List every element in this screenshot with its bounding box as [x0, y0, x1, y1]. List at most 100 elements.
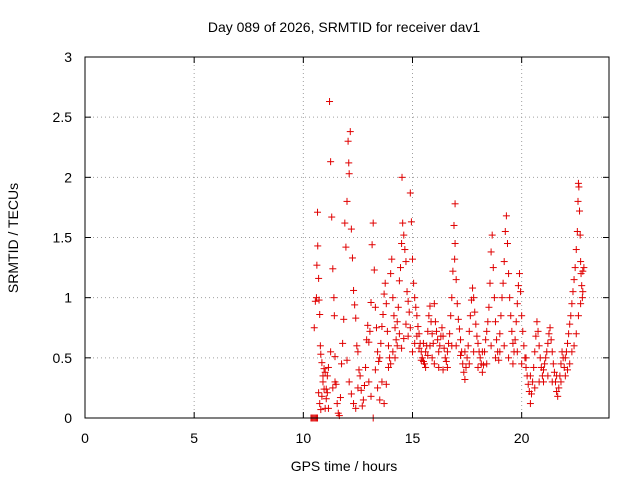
data-point [428, 354, 436, 362]
data-point [518, 312, 526, 320]
data-point [402, 320, 410, 328]
data-point [411, 339, 419, 347]
data-point [474, 339, 482, 347]
data-point [324, 363, 332, 371]
data-point [417, 356, 425, 364]
data-points [307, 98, 588, 422]
data-point [465, 360, 473, 368]
data-point [344, 137, 352, 145]
data-point [322, 395, 330, 403]
data-point [486, 279, 494, 287]
data-point [463, 354, 471, 362]
data-point [513, 348, 521, 356]
data-point [369, 219, 377, 227]
data-point [540, 378, 547, 386]
x-tick-label: 10 [296, 430, 312, 446]
data-point [454, 315, 462, 323]
data-point [318, 392, 326, 400]
data-point [553, 388, 561, 396]
data-point [553, 372, 561, 380]
data-point [544, 372, 552, 380]
data-point [533, 318, 541, 326]
data-point [316, 400, 324, 408]
data-point [329, 265, 337, 273]
data-point [338, 360, 346, 368]
data-point [465, 327, 473, 335]
data-point [520, 342, 528, 350]
data-point [387, 360, 395, 368]
data-point [512, 318, 520, 326]
data-point [389, 294, 397, 302]
data-point [398, 344, 406, 352]
data-point [396, 264, 404, 272]
data-point [497, 312, 505, 320]
data-point [452, 342, 460, 350]
data-point [579, 288, 587, 296]
data-point [317, 406, 325, 414]
data-point [470, 294, 478, 302]
data-point [424, 327, 432, 335]
data-point [435, 348, 443, 356]
data-point [491, 354, 499, 362]
data-point [505, 354, 513, 362]
data-point [345, 159, 353, 167]
data-point [483, 327, 491, 335]
data-point [561, 372, 569, 380]
data-point [378, 378, 386, 386]
data-point [422, 348, 430, 356]
data-point [544, 339, 552, 347]
data-point [359, 396, 367, 404]
data-point [455, 325, 463, 333]
data-point [375, 357, 383, 365]
data-point [430, 300, 438, 308]
data-point [382, 380, 390, 388]
data-point [378, 323, 386, 331]
data-point [575, 183, 583, 191]
data-point [578, 294, 586, 302]
data-point [395, 330, 403, 338]
data-point [331, 353, 339, 361]
data-point [567, 312, 575, 320]
data-point [519, 327, 527, 335]
data-point [505, 270, 513, 278]
data-point [515, 270, 523, 278]
data-point [500, 258, 508, 266]
data-point [428, 330, 436, 338]
data-point [502, 212, 510, 220]
data-point [311, 297, 319, 305]
data-point [482, 336, 490, 344]
y-tick-label: 1.5 [53, 230, 73, 246]
data-point [531, 348, 539, 356]
data-point [380, 400, 388, 408]
data-point [527, 390, 535, 398]
data-point [491, 318, 499, 326]
grid-lines [85, 57, 609, 418]
data-point [496, 348, 504, 356]
data-point [381, 279, 389, 287]
data-point [550, 368, 558, 376]
data-point [400, 335, 408, 343]
data-point [438, 324, 446, 332]
data-point [548, 378, 556, 386]
plot-frame [84, 56, 610, 419]
data-point [564, 339, 572, 347]
data-point [573, 227, 581, 235]
data-point [414, 323, 422, 331]
data-point [484, 318, 492, 326]
data-point [316, 342, 324, 350]
data-point [331, 378, 339, 386]
data-point [518, 360, 526, 368]
data-point [501, 227, 509, 235]
data-point [343, 197, 351, 205]
data-point [569, 288, 577, 296]
data-point [434, 336, 442, 344]
data-point [402, 258, 410, 266]
data-point [406, 189, 414, 197]
data-point [545, 330, 553, 338]
data-point [318, 359, 326, 367]
data-point [343, 356, 351, 364]
data-point [524, 380, 532, 388]
data-point [413, 332, 421, 340]
data-point [565, 330, 573, 338]
data-point [321, 404, 329, 412]
